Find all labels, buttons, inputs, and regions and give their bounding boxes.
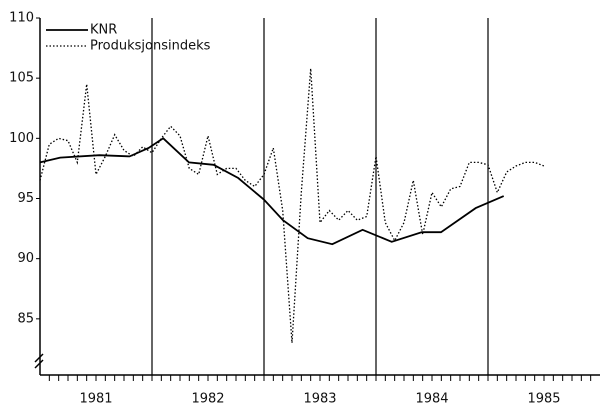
x-tick-label: 1981 (79, 392, 112, 407)
x-tick-label: 1984 (415, 392, 448, 407)
y-tick-label: 85 (17, 311, 34, 326)
x-tick-label: 1985 (527, 392, 560, 407)
legend-label: Produksjonsindeks (90, 39, 211, 54)
axis-break (34, 359, 44, 369)
y-tick-label: 90 (17, 251, 34, 266)
x-tick-label: 1982 (191, 392, 224, 407)
y-tick-label: 105 (9, 71, 34, 86)
series-line (39, 68, 545, 343)
x-tick-label: 1983 (303, 392, 336, 407)
y-tick-label: 95 (17, 191, 34, 206)
axis-break (34, 353, 44, 363)
series-line (39, 137, 505, 246)
legend-label: KNR (90, 23, 117, 38)
y-tick-label: 110 (9, 11, 34, 26)
y-tick-label: 100 (9, 131, 34, 146)
